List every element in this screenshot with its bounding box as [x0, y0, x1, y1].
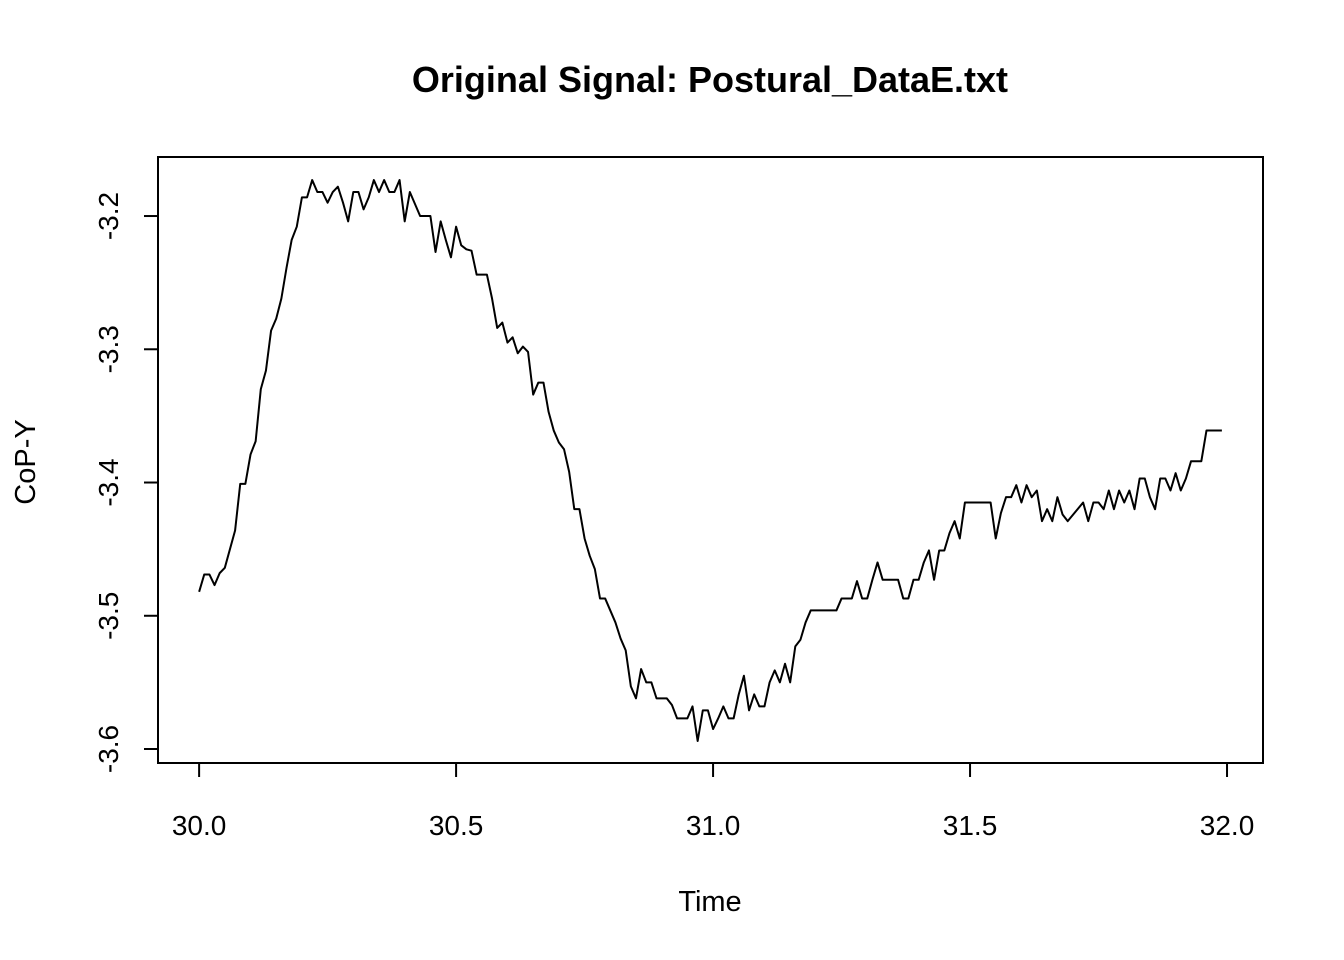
y-axis-label: CoP-Y	[10, 419, 42, 504]
y-tick-label: -3.5	[93, 592, 124, 640]
chart-title: Original Signal: Postural_DataE.txt	[412, 59, 1008, 100]
x-axis-label: Time	[678, 886, 741, 918]
y-tick-label: -3.3	[93, 325, 124, 373]
x-tick-label: 31.5	[943, 810, 998, 841]
x-tick-label: 30.0	[172, 810, 227, 841]
x-tick-label: 31.0	[686, 810, 741, 841]
x-tick-label: 32.0	[1200, 810, 1255, 841]
y-tick-label: -3.6	[93, 725, 124, 773]
y-tick-label: -3.4	[93, 458, 124, 506]
signal-line	[198, 179, 1222, 743]
y-tick-label: -3.2	[93, 192, 124, 240]
x-tick-label: 30.5	[429, 810, 484, 841]
plot-frame	[157, 156, 1264, 764]
